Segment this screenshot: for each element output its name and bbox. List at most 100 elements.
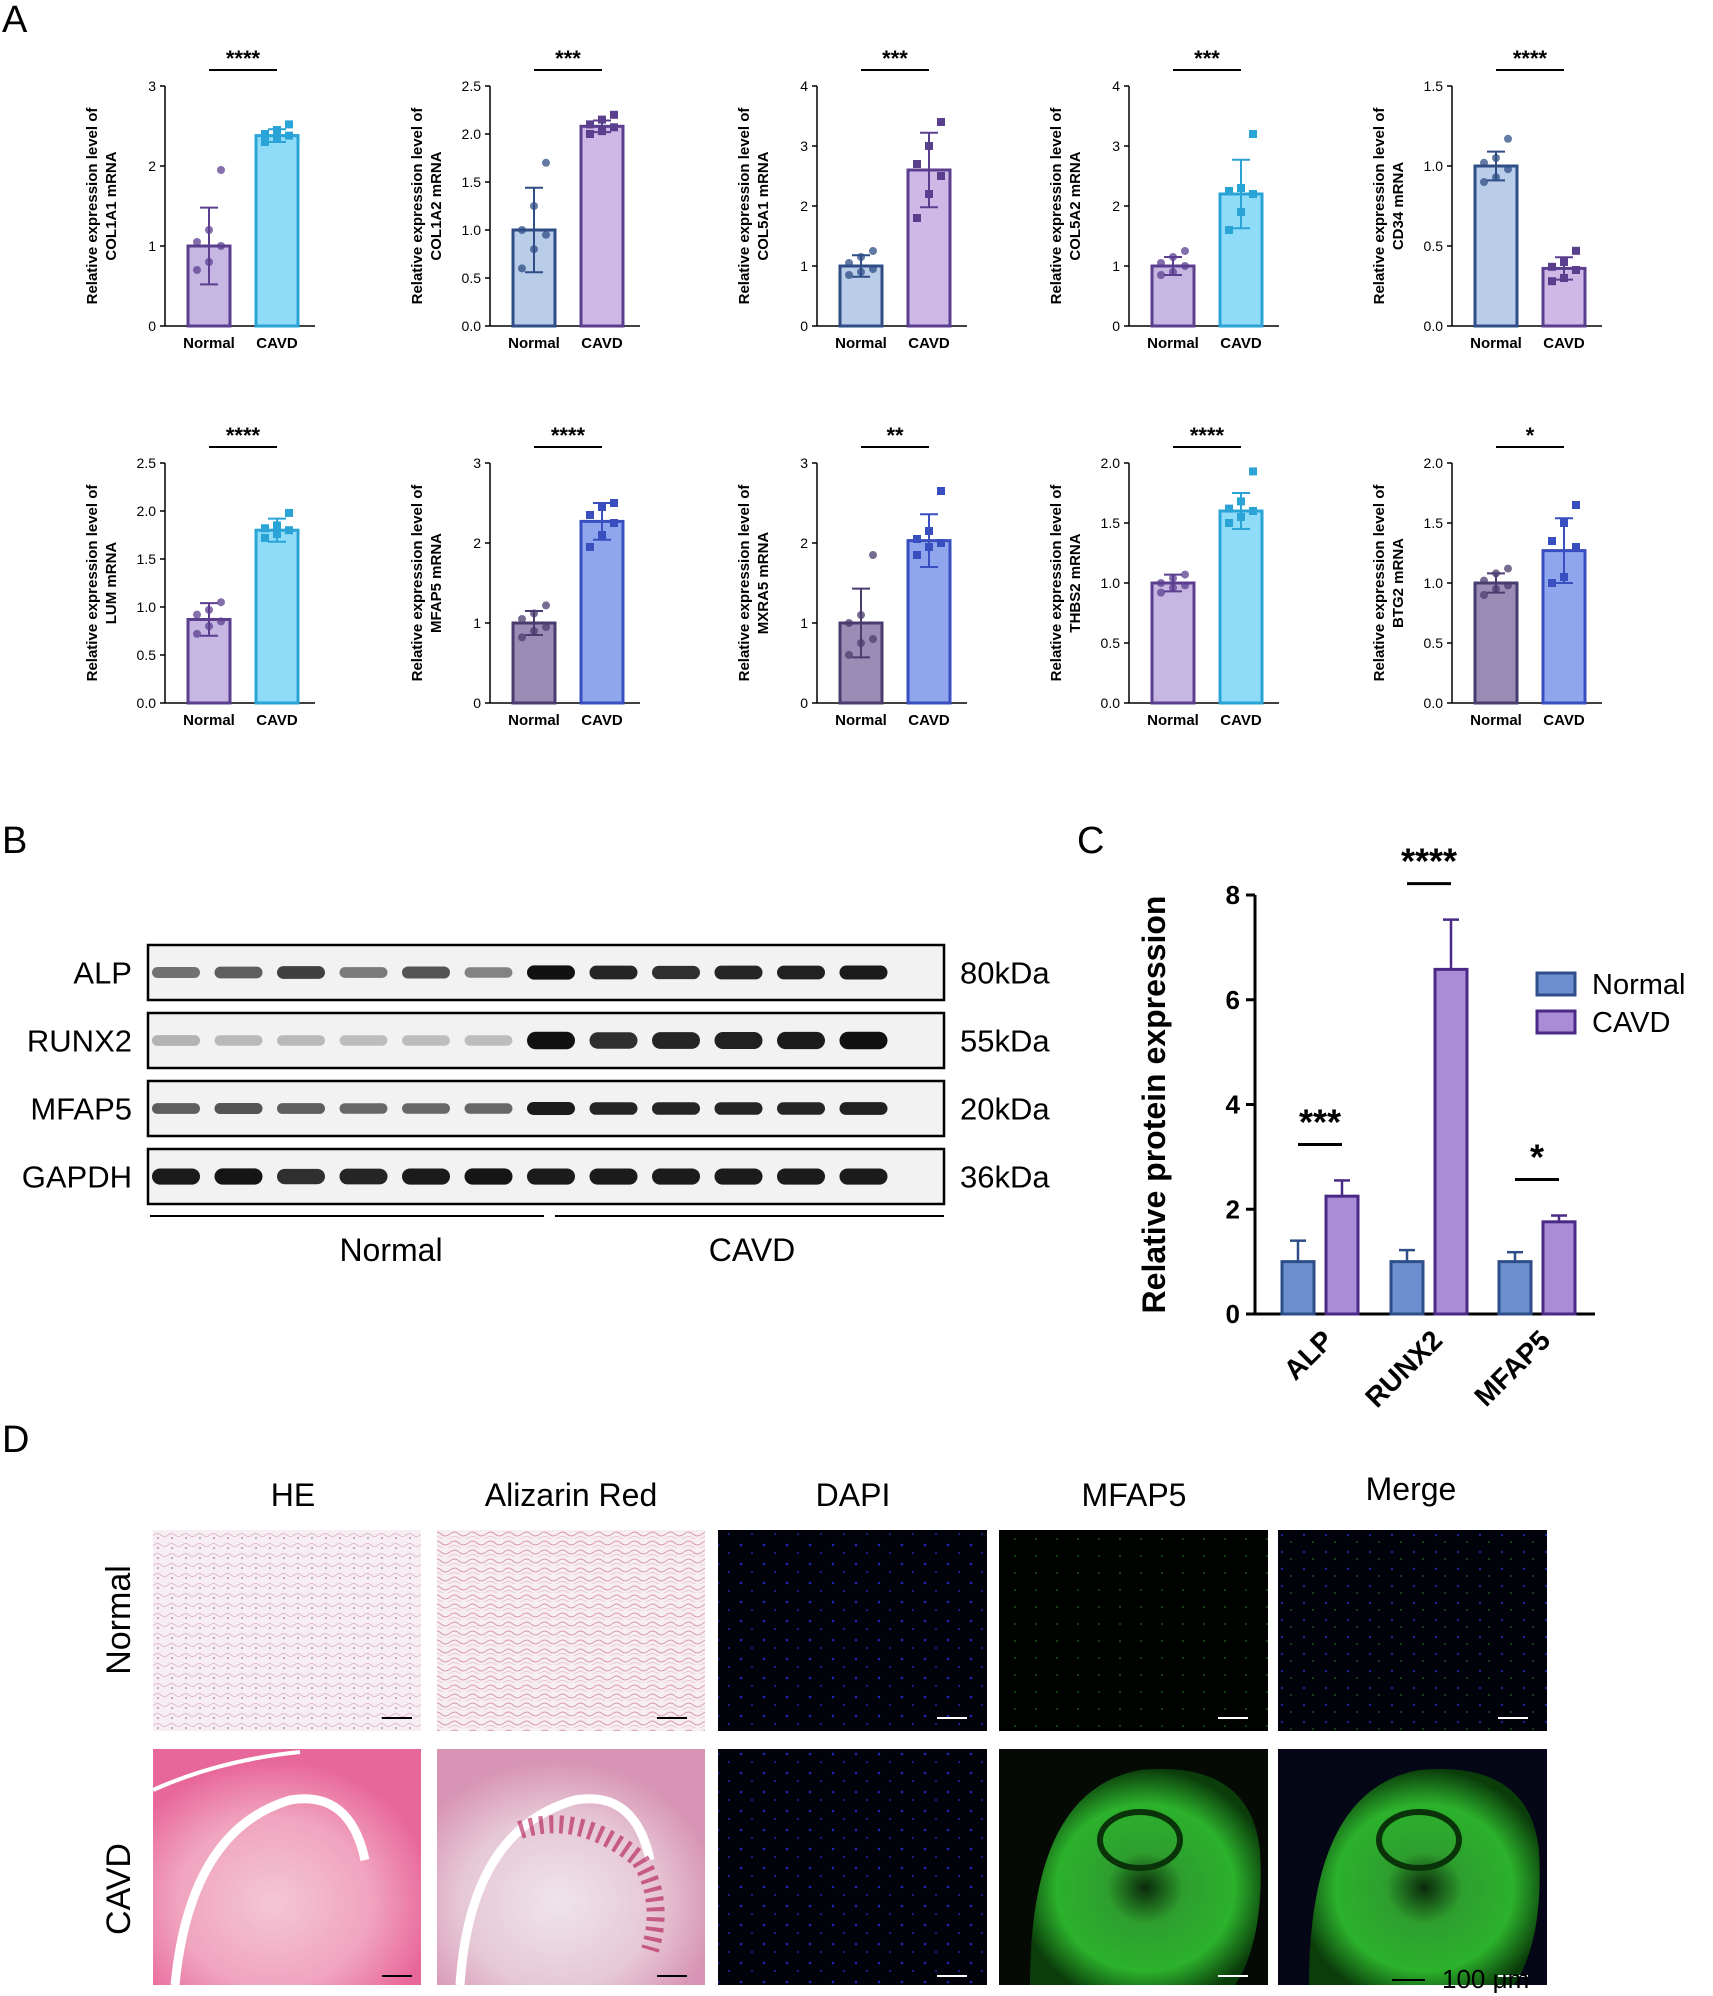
blot-band <box>589 1102 638 1115</box>
mrna-chart-1: 0 1 2 3 Relative expression level of COL1A1 m… <box>84 46 315 352</box>
data-point <box>518 226 526 234</box>
data-point <box>1572 266 1580 274</box>
blot-band <box>402 1035 450 1046</box>
legend-label-cavd: CAVD <box>1592 1007 1670 1039</box>
data-point <box>586 130 594 138</box>
data-point <box>1157 588 1165 597</box>
data-point <box>542 230 550 239</box>
significance-stars: **** <box>226 423 261 448</box>
data-point <box>217 166 225 174</box>
dapi-normal-image <box>718 1530 987 1731</box>
data-point <box>205 258 213 266</box>
mrna-chart-8: 0 1 2 3 Relative expression level of MXRA5 mR… <box>736 423 967 729</box>
data-point <box>285 508 293 517</box>
protein-size-label: 20kDa <box>960 1092 1050 1127</box>
x-category-label: CAVD <box>908 712 950 729</box>
significance-stars: **** <box>1401 841 1457 882</box>
mfap5-normal-image <box>999 1530 1268 1731</box>
blot-band <box>714 1102 763 1115</box>
data-point <box>518 615 526 623</box>
y-tick-label: 1.0 <box>137 599 157 615</box>
data-point <box>1504 165 1512 174</box>
data-point <box>193 266 201 274</box>
data-point <box>598 115 606 124</box>
data-point <box>1480 178 1488 186</box>
blot-band <box>464 1168 513 1185</box>
data-point <box>1480 576 1488 585</box>
blot-band <box>402 966 450 979</box>
blot-band <box>839 1031 888 1050</box>
y-tick-label: 0.0 <box>462 318 482 334</box>
row-header-cavd: CAVD <box>100 1843 138 1935</box>
blot-band <box>527 1168 575 1185</box>
y-tick-label: 1.5 <box>1424 515 1444 531</box>
blot-band <box>589 1168 638 1185</box>
data-point <box>857 268 865 276</box>
data-point <box>1560 519 1568 527</box>
data-point <box>1237 513 1245 521</box>
bar-cavd <box>579 519 625 705</box>
x-category-label: CAVD <box>581 335 623 352</box>
y-tick-label: 0 <box>1226 1299 1240 1329</box>
data-point <box>857 639 865 647</box>
data-point <box>530 609 538 618</box>
data-point <box>1181 570 1189 579</box>
y-tick-label: 1 <box>800 258 808 274</box>
data-point <box>193 238 201 246</box>
x-category-label: Normal <box>1147 712 1199 729</box>
blot-band <box>152 966 200 979</box>
significance-stars: * <box>1530 1137 1544 1178</box>
blot-band <box>714 965 763 980</box>
data-point <box>1560 258 1568 266</box>
data-point <box>1169 574 1177 583</box>
bar-cavd-runx2 <box>1433 967 1469 1316</box>
data-point <box>1572 501 1580 509</box>
y-axis-label: Relative expression level of COL5A2 mRNA <box>1048 107 1084 305</box>
significance-stars: *** <box>1194 46 1220 71</box>
data-point <box>1480 158 1488 167</box>
y-tick-label: 0.0 <box>1424 695 1444 711</box>
y-tick-label: 2 <box>1112 198 1120 214</box>
data-point <box>1249 507 1257 515</box>
data-point <box>1169 583 1177 592</box>
data-point <box>845 271 853 279</box>
y-tick-label: 1.0 <box>1424 575 1444 591</box>
data-point <box>205 622 213 631</box>
blot-band <box>652 1032 700 1049</box>
data-point <box>1548 537 1556 545</box>
data-point <box>205 605 213 614</box>
data-point <box>1548 277 1556 286</box>
significance-stars: **** <box>1513 46 1548 71</box>
row-header-normal: Normal <box>100 1565 138 1675</box>
x-category-label: Normal <box>835 335 887 352</box>
data-point <box>217 617 225 626</box>
x-category-label: CAVD <box>908 335 950 352</box>
y-tick-label: 0.5 <box>1101 635 1121 651</box>
data-point <box>1548 262 1556 271</box>
blot-band <box>652 965 700 980</box>
y-axis-label: Relative expression level of BTG2 mRNA <box>1371 484 1407 682</box>
data-point <box>542 601 550 610</box>
data-point <box>1181 262 1189 270</box>
blot-band <box>527 965 575 980</box>
data-point <box>913 551 921 559</box>
legend-swatch-cavd <box>1535 1009 1577 1035</box>
bar-normal-mfap5 <box>1497 1260 1533 1316</box>
data-point <box>1504 564 1512 573</box>
panel-a-mrna-charts: 0 1 2 3 Relative expression level of COL1A1 m… <box>84 46 1602 729</box>
data-point <box>869 635 877 643</box>
bar-normal-alp <box>1280 1260 1316 1316</box>
y-tick-label: 3 <box>800 138 808 154</box>
blot-row-alp: ALP 80kDa <box>73 943 1050 1002</box>
bar-cavd-alp <box>1324 1194 1360 1316</box>
y-axis-label: Relative expression level of COL1A2 mRNA <box>409 107 445 305</box>
x-category-label: CAVD <box>1220 712 1262 729</box>
y-axis-label: Relative expression level of CD34 mRNA <box>1371 107 1407 305</box>
y-axis-label: Relative expression level of MXRA5 mRNA <box>736 484 772 682</box>
y-tick-label: 1.5 <box>1424 78 1444 94</box>
significance-stars: **** <box>1190 423 1225 448</box>
mrna-chart-2: 0.0 0.5 1.0 1.5 2.0 2.5 Relative expression le… <box>409 46 640 352</box>
x-category-label: CAVD <box>1543 712 1585 729</box>
blot-row-runx2: RUNX2 55kDa <box>27 1011 1050 1070</box>
data-point <box>205 226 213 234</box>
